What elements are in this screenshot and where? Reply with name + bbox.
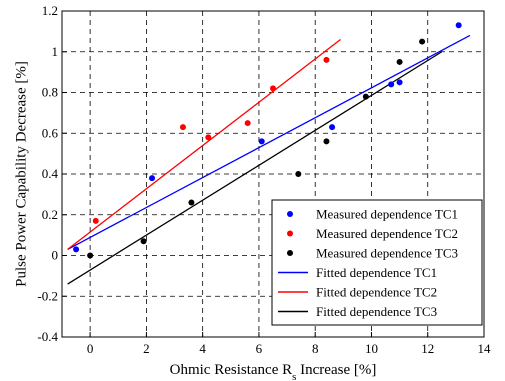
legend-label: Fitted dependence TC3 — [316, 304, 437, 319]
data-point — [93, 218, 99, 224]
data-point — [245, 120, 251, 126]
data-point — [180, 124, 186, 130]
legend-marker — [287, 211, 293, 217]
legend-label: Fitted dependence TC2 — [316, 285, 437, 300]
data-point — [270, 85, 276, 91]
y-tick-label: 0.6 — [42, 125, 59, 140]
y-tick-label: 0.4 — [42, 166, 59, 181]
x-tick-label: 12 — [421, 341, 434, 356]
data-point — [87, 253, 93, 259]
data-point — [323, 138, 329, 144]
data-point — [259, 138, 265, 144]
data-point — [397, 59, 403, 65]
legend-label: Fitted dependence TC1 — [316, 265, 437, 280]
data-point — [188, 200, 194, 206]
x-tick-label: 0 — [87, 341, 94, 356]
y-axis-label: Pulse Power Capability Decrease [%] — [13, 61, 29, 287]
x-tick-label: 6 — [256, 341, 263, 356]
x-tick-label: 10 — [365, 341, 378, 356]
legend-label: Measured dependence TC1 — [316, 207, 458, 222]
data-point — [323, 57, 329, 63]
data-point — [205, 134, 211, 140]
y-tick-label: 0.2 — [42, 207, 58, 222]
data-point — [363, 94, 369, 100]
y-tick-label: 1 — [52, 44, 59, 59]
legend-marker — [287, 231, 293, 237]
x-tick-label: 8 — [312, 341, 319, 356]
x-tick-label: 2 — [143, 341, 150, 356]
data-point — [73, 246, 79, 252]
y-tick-label: -0.4 — [37, 329, 58, 344]
x-tick-label: 4 — [199, 341, 206, 356]
x-axis-label: Ohmic Resistance Rs Increase [%] — [170, 362, 377, 381]
data-point — [388, 81, 394, 87]
data-point — [419, 39, 425, 45]
y-tick-label: 0 — [52, 248, 59, 263]
y-tick-label: 0.8 — [42, 85, 58, 100]
legend-marker — [287, 250, 293, 256]
x-axis-label-main: Ohmic Resistance R — [170, 362, 292, 378]
data-point — [456, 22, 462, 28]
legend-label: Measured dependence TC3 — [316, 246, 458, 261]
x-axis-label-suffix: Increase [%] — [296, 362, 376, 378]
legend: Measured dependence TC1 Measured dependen… — [272, 200, 482, 325]
data-point — [295, 171, 301, 177]
data-point — [397, 79, 403, 85]
legend-label: Measured dependence TC2 — [316, 226, 458, 241]
y-tick-label: -0.2 — [37, 288, 58, 303]
y-tick-label: 1.2 — [42, 3, 58, 18]
x-tick-label: 14 — [478, 341, 492, 356]
data-point — [141, 238, 147, 244]
data-point — [149, 175, 155, 181]
data-point — [329, 124, 335, 130]
